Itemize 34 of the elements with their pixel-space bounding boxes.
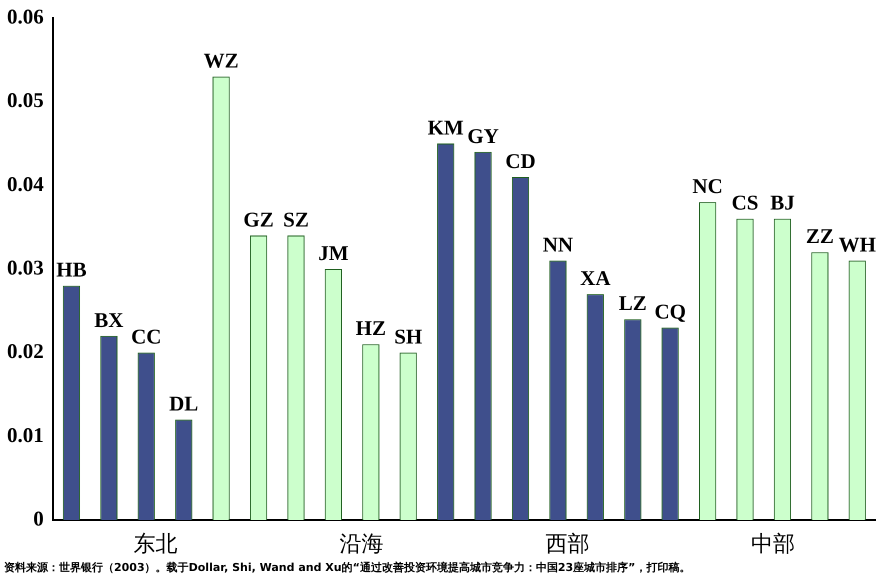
x-tick-label: DL	[169, 392, 198, 416]
text: 中部	[751, 530, 796, 556]
y-tick-label: 0	[33, 506, 44, 530]
text: 资料来源：世界银行（2003）。载于Dollar, Shi, Wand and Xu的“通过改善投资环境提高城市竞争力：中国23座城市排序”，打印稿。	[4, 560, 690, 575]
x-tick-label: JM	[318, 240, 349, 265]
y-tick-label: 0.05	[7, 88, 44, 112]
x-tick-label: KM	[428, 115, 464, 140]
y-tick-label: 0.06	[7, 4, 44, 28]
x-tick-label: WH	[838, 232, 876, 257]
x-tick-label: CS	[732, 190, 758, 215]
y-tick-label: 0.03	[7, 255, 44, 280]
x-tick-label: LZ	[618, 291, 647, 316]
y-tick-label: 0.04	[7, 172, 44, 196]
x-tick-label: GZ	[243, 207, 274, 232]
x-tick-label: ZZ	[806, 224, 834, 248]
text: 沿海	[339, 530, 384, 556]
x-tick-label: CD	[505, 148, 536, 173]
text: 东北	[134, 530, 178, 556]
x-tick-label: BJ	[770, 190, 795, 215]
x-tick-label: CC	[131, 324, 162, 349]
text: 西部	[545, 530, 590, 556]
y-tick-label: 0.01	[7, 422, 44, 447]
x-tick-label: BX	[94, 308, 124, 332]
y-tick-label: 0.02	[7, 339, 44, 364]
x-tick-label: NC	[692, 174, 723, 198]
x-tick-label: NN	[542, 232, 574, 257]
x-tick-label: HZ	[356, 316, 386, 340]
x-tick-label: CQ	[654, 299, 686, 324]
x-tick-label: SZ	[283, 207, 309, 232]
x-tick-label: GY	[467, 124, 499, 148]
x-tick-label: XA	[580, 266, 612, 290]
x-tick-label: HB	[56, 258, 87, 282]
x-tick-label: WZ	[204, 48, 239, 72]
x-tick-label: SH	[394, 324, 422, 349]
